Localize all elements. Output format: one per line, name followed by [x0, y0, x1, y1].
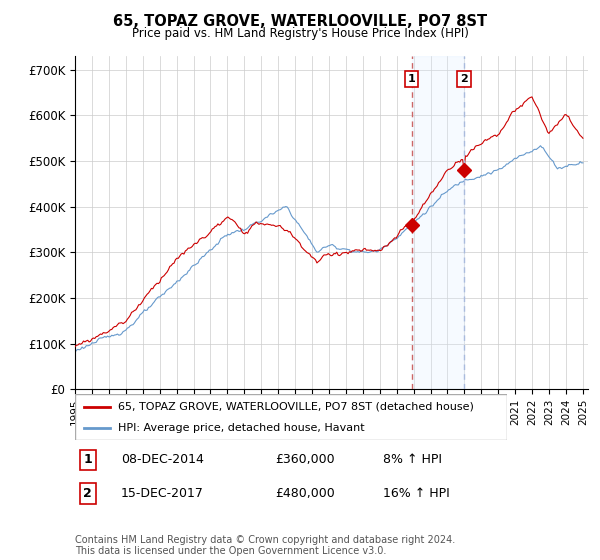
Text: 2: 2	[83, 487, 92, 500]
Text: 65, TOPAZ GROVE, WATERLOOVILLE, PO7 8ST: 65, TOPAZ GROVE, WATERLOOVILLE, PO7 8ST	[113, 14, 487, 29]
Text: 15-DEC-2017: 15-DEC-2017	[121, 487, 204, 500]
Text: 08-DEC-2014: 08-DEC-2014	[121, 453, 204, 466]
Text: £480,000: £480,000	[275, 487, 335, 500]
Text: Contains HM Land Registry data © Crown copyright and database right 2024.
This d: Contains HM Land Registry data © Crown c…	[75, 535, 455, 557]
Text: 1: 1	[83, 453, 92, 466]
Text: 16% ↑ HPI: 16% ↑ HPI	[383, 487, 449, 500]
Text: 65, TOPAZ GROVE, WATERLOOVILLE, PO7 8ST (detached house): 65, TOPAZ GROVE, WATERLOOVILLE, PO7 8ST …	[118, 402, 474, 412]
Text: 2: 2	[460, 74, 468, 84]
Bar	[412, 56, 464, 389]
Text: Price paid vs. HM Land Registry's House Price Index (HPI): Price paid vs. HM Land Registry's House …	[131, 27, 469, 40]
Text: 8% ↑ HPI: 8% ↑ HPI	[383, 453, 442, 466]
Text: HPI: Average price, detached house, Havant: HPI: Average price, detached house, Hava…	[118, 423, 365, 433]
Text: £360,000: £360,000	[275, 453, 335, 466]
Text: 1: 1	[408, 74, 416, 84]
